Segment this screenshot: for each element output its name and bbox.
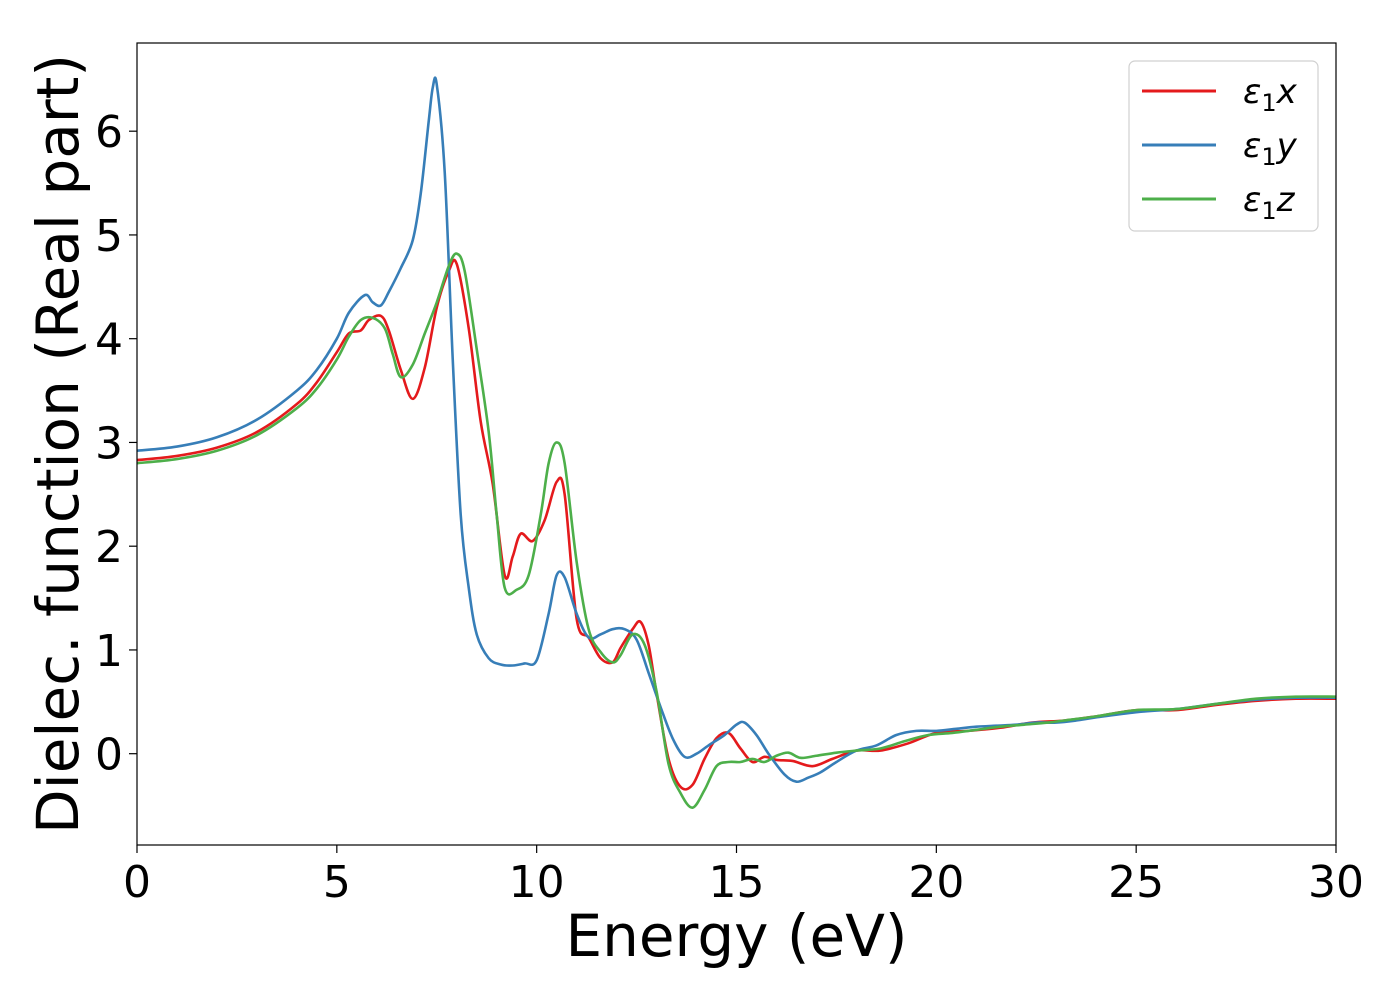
x-tick-label: 15 <box>709 857 765 908</box>
x-tick-label: 10 <box>509 857 565 908</box>
y-tick-label: 5 <box>95 211 123 262</box>
legend-item-x: ε1x <box>1142 72 1298 117</box>
legend-box <box>1128 60 1319 232</box>
y-tick-label: 2 <box>95 522 123 573</box>
x-tick-label: 5 <box>323 857 351 908</box>
legend-item-z: ε1z <box>1142 180 1296 225</box>
legend: ε1x ε1y ε1z <box>1128 60 1319 232</box>
x-axis-ticks: 0 5 10 15 20 25 30 <box>123 845 1364 908</box>
series-line-x <box>137 258 1336 791</box>
x-tick-label: 30 <box>1308 857 1364 908</box>
y-tick-label: 0 <box>95 730 123 781</box>
x-axis-title: Energy (eV) <box>565 902 907 970</box>
legend-label: ε1x <box>1243 72 1298 117</box>
series-layer <box>137 76 1336 809</box>
y-tick-label: 6 <box>95 107 123 158</box>
legend-label: ε1z <box>1243 180 1296 225</box>
x-tick-label: 0 <box>123 857 151 908</box>
series-line-y <box>137 76 1336 784</box>
x-tick-label: 20 <box>908 857 964 908</box>
legend-label: ε1y <box>1243 126 1298 171</box>
x-tick-label: 25 <box>1108 857 1164 908</box>
y-axis-ticks: 0 1 2 3 4 5 6 <box>95 107 137 781</box>
y-tick-label: 1 <box>95 626 123 677</box>
y-tick-label: 4 <box>95 315 123 366</box>
y-tick-label: 3 <box>95 418 123 469</box>
series-line-z <box>137 252 1336 809</box>
legend-item-y: ε1y <box>1142 126 1298 171</box>
y-axis-title: Dielec. function (Real part) <box>24 54 92 834</box>
